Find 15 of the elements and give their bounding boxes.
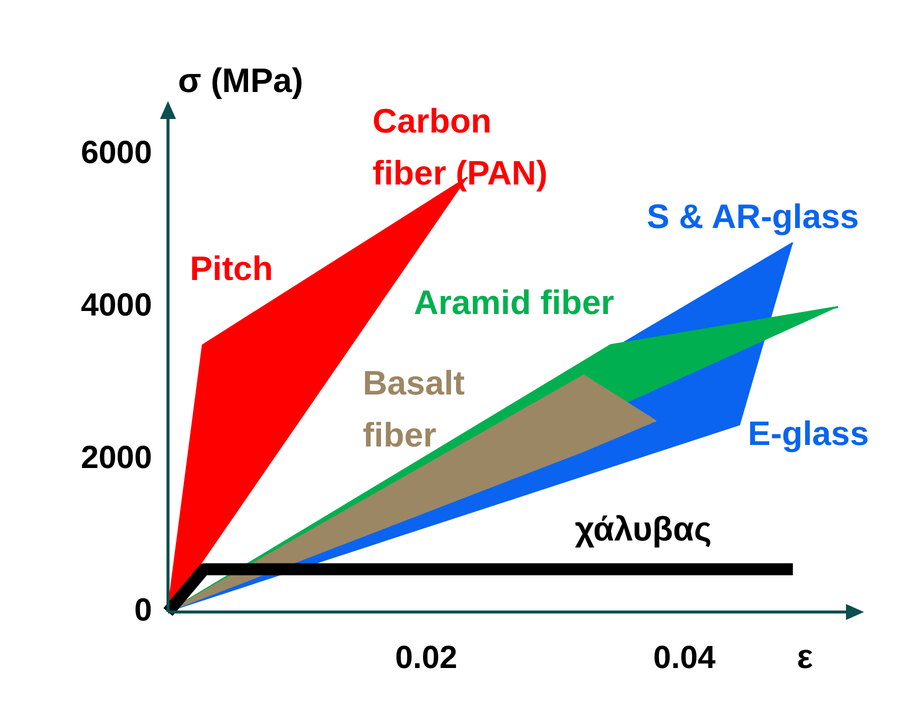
x-tick-label: 0.04 <box>653 639 716 675</box>
y-tick-label: 2000 <box>80 438 152 475</box>
annotation: Pitch <box>190 250 273 288</box>
x-tick-label: 0.02 <box>395 639 458 675</box>
y-tick-label: 6000 <box>80 134 152 170</box>
y-tick-label: 0 <box>134 591 152 628</box>
x-axis-title: ε <box>796 638 814 676</box>
y-axis-title: σ (MPa) <box>178 62 304 100</box>
series-label: Basalt fiber <box>362 364 465 455</box>
series-label: Aramid fiber <box>414 284 614 322</box>
y-tick-label: 4000 <box>80 286 152 322</box>
annotation: E-glass <box>748 415 869 454</box>
series-label: S & AR-glass <box>646 198 859 236</box>
series-label: Carbon fiber (PAN) <box>372 102 548 192</box>
series-label: χάλυβας <box>574 510 712 548</box>
